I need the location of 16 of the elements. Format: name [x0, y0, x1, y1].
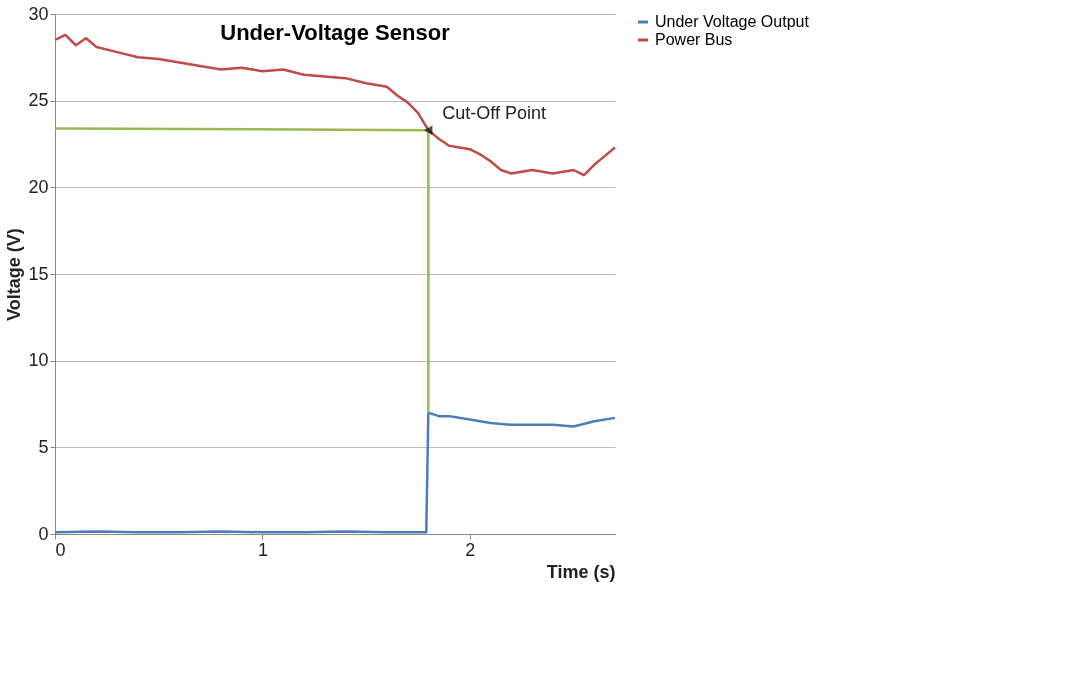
chart-title: Under-Voltage Sensor [220, 20, 451, 45]
x-tick-label: 0 [55, 539, 66, 560]
x-tick-label: 1 [257, 539, 268, 560]
y-tick-label: 25 [28, 90, 49, 111]
y-tick-label: 10 [28, 350, 49, 371]
x-axis-title: Time (s) [546, 561, 616, 582]
y-tick-label: 30 [28, 3, 49, 24]
y-tick-label: 5 [38, 436, 49, 457]
y-tick-label: 0 [38, 523, 49, 544]
annotation: Cut-Off Point [442, 103, 547, 124]
y-tick-label: 15 [28, 263, 49, 284]
y-tick-label: 20 [28, 176, 49, 197]
legend-label: Power Bus [655, 31, 733, 48]
legend-label: Under Voltage Output [655, 13, 810, 30]
y-axis-title: Voltage (V) [4, 228, 25, 321]
x-tick-label: 2 [465, 539, 476, 560]
